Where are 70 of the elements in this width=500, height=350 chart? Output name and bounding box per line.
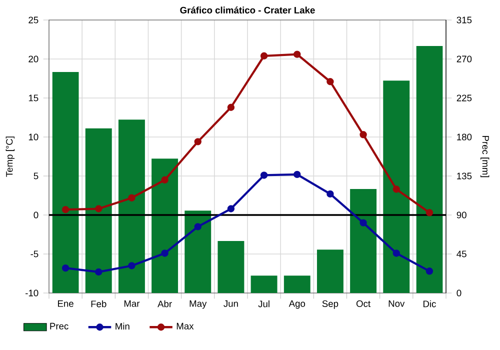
point (95, 268, 102, 276)
point (194, 138, 202, 146)
y2-tick-label: 0 (456, 290, 462, 296)
bar (152, 158, 178, 293)
bar (118, 120, 145, 293)
y2-tick-label: 45 (456, 250, 466, 258)
x-tick-label: Nov (388, 300, 405, 307)
point (360, 131, 367, 138)
y-tick-label: -5 (30, 250, 38, 258)
point (128, 262, 136, 270)
y2-axis-title: Prec [mm] (480, 136, 490, 178)
point (294, 170, 301, 178)
y2-tick-label: 315 (456, 16, 472, 24)
point (294, 50, 301, 58)
point (326, 190, 334, 198)
bar (316, 250, 344, 293)
y2-tick-label: 135 (457, 172, 472, 180)
point (260, 52, 268, 60)
x-tick-label: May (190, 300, 207, 309)
point (161, 250, 168, 257)
y-tick-label: 25 (28, 16, 38, 24)
x-tick-label: Sep (322, 300, 338, 309)
y2-tick-label: 90 (456, 212, 466, 218)
point (326, 78, 334, 86)
bar (218, 241, 244, 293)
bar (350, 189, 377, 293)
bar (52, 72, 79, 293)
x-tick-label: Abr (158, 300, 172, 308)
x-tick-label: Ago (288, 300, 306, 309)
legend-label: Prec (50, 322, 68, 330)
y-tick-label: 5 (34, 172, 38, 180)
point (194, 223, 202, 230)
bar (383, 80, 410, 293)
point (260, 172, 268, 179)
y2-tick-label: 180 (457, 134, 472, 140)
point (62, 264, 70, 272)
x-tick-label: Ene (58, 300, 74, 307)
point (392, 186, 400, 193)
point (227, 104, 235, 111)
bar (85, 128, 112, 293)
bar (416, 46, 443, 293)
point (426, 209, 434, 216)
x-tick-label: Dic (423, 300, 436, 308)
point (62, 206, 70, 214)
x-tick-label: Mar (124, 300, 140, 307)
x-tick-label: Feb (91, 300, 106, 308)
bar (184, 210, 212, 293)
y-tick-label: 10 (28, 134, 38, 140)
y-tick-label: 0 (34, 212, 38, 218)
point (161, 176, 168, 184)
point (360, 219, 367, 226)
point (426, 268, 434, 275)
point (95, 205, 102, 212)
point (227, 205, 235, 212)
point (392, 250, 400, 257)
y-tick-label: 20 (28, 56, 38, 62)
chart-title: Gráfico climático - Crater Lake (180, 6, 315, 14)
y2-tick-label: 270 (456, 56, 472, 62)
bar (250, 276, 278, 293)
y2-tick-label: 225 (456, 94, 472, 102)
legend-label: Min (116, 322, 130, 330)
x-tick-label: Oct (356, 300, 370, 307)
y-tick-label: -10 (26, 290, 38, 296)
bar (284, 276, 310, 293)
point (128, 194, 136, 202)
legend-label: Max (176, 322, 194, 330)
y-tick-label: 15 (28, 94, 38, 102)
y-axis-title: Temp [°C] (6, 136, 15, 177)
x-tick-label: Jun (224, 300, 238, 307)
x-tick-label: Jul (258, 300, 270, 308)
